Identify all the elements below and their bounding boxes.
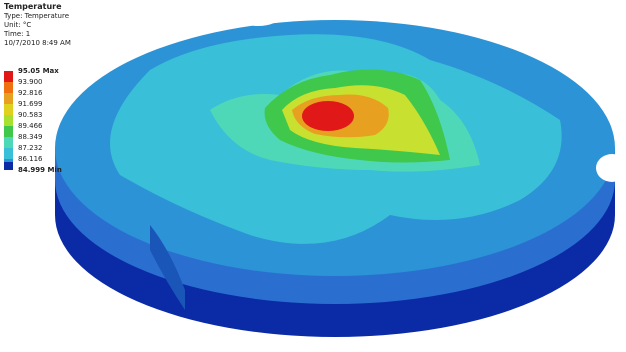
result-type: Type: Temperature: [4, 12, 69, 21]
legend-label: 93.900: [18, 77, 43, 88]
screenshot: Temperature Type: Temperature Unit: °C T…: [0, 0, 626, 352]
legend-label: 86.116: [18, 154, 43, 165]
result-time: Time: 1: [4, 30, 30, 39]
legend-label: 84.999 Min: [18, 165, 62, 176]
result-unit: Unit: °C: [4, 21, 31, 30]
legend-label: 88.349: [18, 132, 43, 143]
legend-swatch: [4, 71, 13, 82]
legend-swatch: [4, 104, 13, 115]
legend-label: 91.699: [18, 99, 43, 110]
legend-swatch: [4, 82, 13, 93]
result-title: Temperature: [4, 2, 62, 11]
legend-swatch: [4, 115, 13, 126]
contour-red: [302, 101, 354, 131]
legend-swatch: [4, 93, 13, 104]
legend-swatch: [4, 126, 13, 137]
legend-label: 92.816: [18, 88, 43, 99]
model-view: [0, 0, 626, 352]
legend-label: 89.466: [18, 121, 43, 132]
result-date: 10/7/2010 8:49 AM: [4, 39, 71, 48]
legend-label: 87.232: [18, 143, 43, 154]
legend-swatch: [4, 137, 13, 148]
legend-swatch: [4, 162, 13, 170]
legend-label: 90.583: [18, 110, 43, 121]
legend-label: 95.05 Max: [18, 66, 59, 77]
notch: [236, 6, 280, 26]
legend-swatch: [4, 148, 13, 159]
